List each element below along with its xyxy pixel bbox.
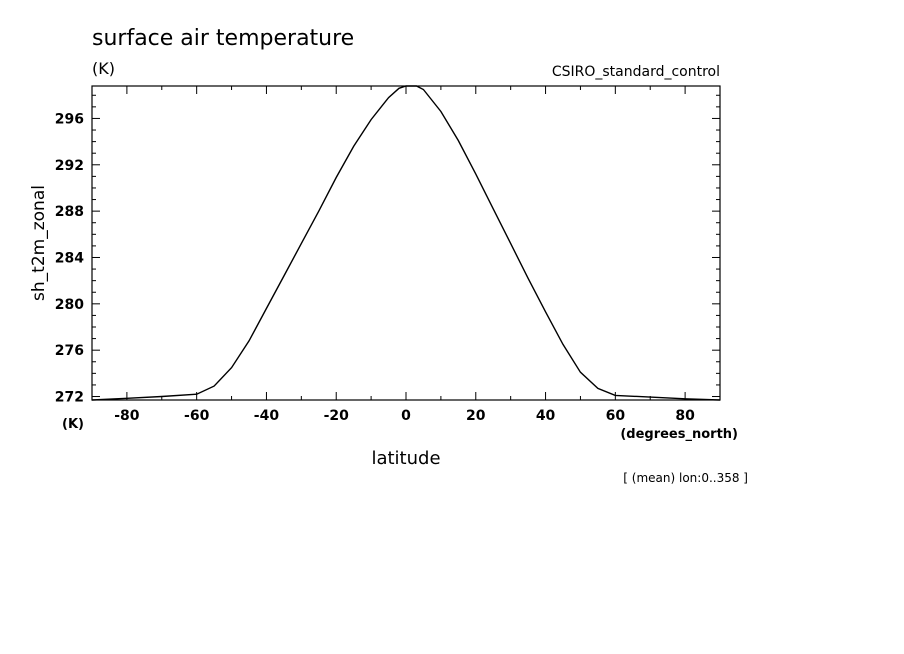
- x-tick-label: -20: [324, 408, 350, 424]
- x-tick-label: -60: [184, 408, 210, 424]
- x-tick-label: -80: [114, 408, 140, 424]
- x-units-label: (degrees_north): [620, 427, 738, 442]
- y-tick-label: 272: [55, 390, 84, 406]
- y-tick-label: 284: [55, 250, 84, 266]
- x-tick-label: 40: [536, 408, 556, 424]
- mean-note: [ (mean) lon:0..358 ]: [623, 471, 748, 485]
- x-axis-label: latitude: [371, 448, 440, 469]
- y-tick-label: 296: [55, 111, 84, 127]
- x-tick-label: 80: [675, 408, 695, 424]
- y-units-label: (K): [62, 417, 84, 432]
- chart-units: (K): [92, 59, 115, 78]
- chart-title: surface air temperature: [92, 26, 354, 51]
- y-tick-label: 276: [55, 343, 84, 359]
- x-tick-label: 0: [401, 408, 411, 424]
- y-axis-label: sh_t2m_zonal: [29, 185, 49, 301]
- x-axis-ticks: -80 -60 -40 -20 0 20 40 60 80: [114, 86, 695, 424]
- x-tick-label: 20: [466, 408, 486, 424]
- source-label: CSIRO_standard_control: [552, 64, 720, 80]
- plot-frame: [91, 85, 721, 401]
- minor-ticks: [91, 86, 721, 400]
- y-tick-label: 288: [55, 204, 84, 220]
- y-tick-label: 280: [55, 297, 84, 313]
- series-line: [91, 85, 721, 401]
- x-tick-label: 60: [606, 408, 626, 424]
- y-tick-label: 292: [55, 158, 84, 174]
- x-tick-label: -40: [254, 408, 280, 424]
- y-axis-ticks: 272 276 280 284 288 292 296: [55, 111, 720, 406]
